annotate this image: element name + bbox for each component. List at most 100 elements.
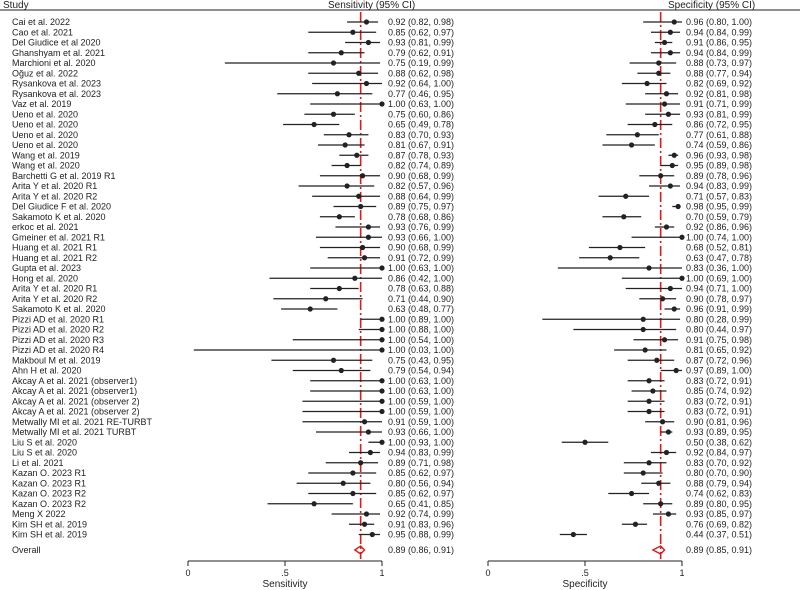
- specificity-point: [582, 439, 588, 445]
- study-row: Wang et al. 2020 0.82 (0.74, 0.89) 0.95 (0…: [12, 161, 752, 171]
- study-name: Ghanshyam et al. 2021: [12, 48, 105, 58]
- specificity-ci-text: 0.50 (0.38, 0.62): [686, 437, 752, 447]
- specificity-point: [656, 60, 662, 66]
- study-name: Ueno et al. 2020: [12, 120, 78, 130]
- sensitivity-point: [360, 173, 366, 179]
- study-row: Ueno et al. 2020 0.75 (0.60, 0.86) 0.93 (0…: [12, 109, 752, 119]
- specificity-point: [621, 214, 627, 220]
- study-name: Kim SH et al. 2019: [12, 530, 87, 540]
- specificity-point: [570, 531, 576, 538]
- study-name: Metwally MI et al. 2021 TURBT: [12, 427, 137, 437]
- specificity-ci-text: 0.93 (0.89, 0.95): [686, 427, 752, 437]
- sensitivity-point: [336, 285, 342, 292]
- specificity-ci-text: 0.91 (0.75, 0.98): [686, 335, 752, 345]
- specificity-point: [640, 316, 646, 322]
- study-row: Vaz et al. 2019 1.00 (0.63, 1.00) 0.91 (0.…: [12, 99, 752, 109]
- specificity-ci-text: 0.92 (0.81, 0.98): [686, 89, 752, 99]
- study-name: Pizzi AD et al. 2020 R3: [12, 335, 104, 345]
- study-name: Liu S et al. 2020: [12, 448, 77, 458]
- sensitivity-point: [338, 50, 344, 56]
- specificity-point: [665, 511, 672, 517]
- sensitivity-point: [336, 214, 342, 220]
- study-name: Rysankova et al. 2023: [12, 79, 101, 89]
- specificity-ci-text: 0.94 (0.71, 1.00): [686, 284, 752, 294]
- specificity-point: [665, 111, 672, 117]
- sensitivity-pooled-diamond: [353, 545, 366, 555]
- specificity-point: [679, 275, 685, 281]
- specificity-axis: 0 .5 1 Specificity: [485, 560, 685, 590]
- specificity-point: [634, 132, 640, 138]
- specificity-point: [660, 419, 666, 425]
- sensitivity-point: [311, 501, 317, 507]
- sensitivity-ci-text: 1.00 (0.89, 1.00): [388, 314, 454, 324]
- specificity-point: [667, 183, 673, 189]
- sensitivity-point: [365, 429, 372, 435]
- sensitivity-point: [344, 162, 350, 169]
- specificity-point: [669, 162, 675, 169]
- study-name: Makboul M et al. 2019: [12, 355, 101, 365]
- study-row: Barchetti G et al. 2019 R1 0.90 (0.68, 0.…: [12, 171, 752, 181]
- sensitivity-point: [379, 439, 385, 445]
- study-name: Gmeiner et al. 2021 R1: [12, 232, 105, 242]
- sensitivity-point: [358, 460, 364, 466]
- specificity-tick-label: 1: [679, 568, 684, 578]
- sensitivity-point: [356, 193, 362, 199]
- specificity-point: [640, 470, 646, 476]
- study-row: Kim SH et al. 2019 0.95 (0.88, 0.99) 0.44 …: [12, 530, 752, 540]
- study-row: erkoc et al. 2021 0.93 (0.76, 0.99) 0.92 (…: [12, 222, 752, 232]
- sensitivity-ci-text: 0.80 (0.56, 0.94): [388, 478, 454, 488]
- study-row: Rysankova et al. 2023 0.77 (0.46, 0.95) 0.…: [12, 89, 752, 99]
- study-name: Pizzi AD et al. 2020 R4: [12, 345, 104, 355]
- sensitivity-point: [361, 255, 368, 261]
- specificity-point: [663, 91, 670, 97]
- specificity-point: [661, 101, 668, 107]
- specificity-point: [646, 265, 652, 271]
- specificity-point: [667, 50, 673, 56]
- specificity-column-header: Specificity (95% CI): [668, 0, 755, 11]
- specificity-ci-text: 0.44 (0.37, 0.51): [686, 530, 752, 540]
- sensitivity-column-header: Sensitivity (95% CI): [328, 0, 415, 11]
- study-name: Kim SH et al. 2019: [12, 519, 87, 529]
- specificity-ci-text: 0.63 (0.47, 0.78): [686, 253, 752, 263]
- study-row: Sakamoto K et al. 2020 0.63 (0.48, 0.77) 0…: [12, 304, 752, 314]
- specificity-ci-text: 0.80 (0.70, 0.90): [686, 468, 752, 478]
- sensitivity-point: [361, 521, 368, 527]
- sensitivity-ci-text: 0.95 (0.88, 0.99): [388, 530, 454, 540]
- specificity-point: [665, 429, 672, 435]
- sensitivity-ci-text: 1.00 (0.54, 1.00): [388, 335, 454, 345]
- study-row: Oğuz et al. 2022 0.88 (0.62, 0.98) 0.88 (0…: [12, 68, 752, 78]
- study-name: Pizzi AD et al. 2020 R1: [12, 314, 104, 324]
- sensitivity-point: [379, 388, 385, 394]
- study-row: Cao et al. 2021 0.85 (0.62, 0.97) 0.94 (0.…: [12, 27, 752, 37]
- sensitivity-ci-text: 0.65 (0.49, 0.78): [388, 120, 454, 130]
- sensitivity-ci-text: 0.91 (0.72, 0.99): [388, 253, 454, 263]
- sensitivity-ci-text: 0.93 (0.81, 0.99): [388, 38, 454, 48]
- study-name: Rysankova et al. 2023: [12, 89, 101, 99]
- study-name: Huang et al. 2021 R1: [12, 243, 97, 253]
- sensitivity-point: [346, 132, 352, 138]
- specificity-point: [607, 255, 613, 261]
- specificity-ci-text: 0.83 (0.70, 0.92): [686, 458, 752, 468]
- specificity-ci-text: 0.94 (0.84, 0.99): [686, 48, 752, 58]
- specificity-ci-text: 0.70 (0.59, 0.79): [686, 212, 752, 222]
- study-name: Akcay A et al. 2021 (observer 2): [12, 396, 140, 406]
- sensitivity-tick-label: .5: [281, 568, 289, 578]
- specificity-pooled-diamond: [651, 545, 666, 555]
- study-name: Akcay A et al. 2021 (observer1): [12, 376, 137, 386]
- specificity-point: [671, 306, 677, 312]
- sensitivity-point: [358, 203, 364, 210]
- specificity-point: [656, 70, 662, 76]
- sensitivity-point: [379, 347, 385, 353]
- study-row: Gupta et al. 2023 1.00 (0.63, 1.00) 0.83 (…: [12, 263, 752, 273]
- study-row: Huang et al. 2021 R2 0.91 (0.72, 0.99) 0.6…: [12, 253, 752, 263]
- overall-sensitivity-ci: 0.89 (0.86, 0.91): [388, 545, 454, 555]
- sensitivity-point: [365, 39, 372, 46]
- sensitivity-ci-text: 0.75 (0.19, 0.99): [388, 58, 454, 68]
- specificity-ci-text: 0.83 (0.36, 1.00): [686, 263, 752, 273]
- specificity-point: [642, 347, 648, 353]
- study-row: Pizzi AD et al. 2020 R1 1.00 (0.89, 1.00)…: [12, 314, 752, 324]
- specificity-ci-text: 0.80 (0.44, 0.97): [686, 325, 752, 335]
- sensitivity-point: [365, 224, 372, 230]
- specificity-ci-text: 0.81 (0.65, 0.92): [686, 345, 752, 355]
- specificity-ci-text: 0.77 (0.61, 0.88): [686, 130, 752, 140]
